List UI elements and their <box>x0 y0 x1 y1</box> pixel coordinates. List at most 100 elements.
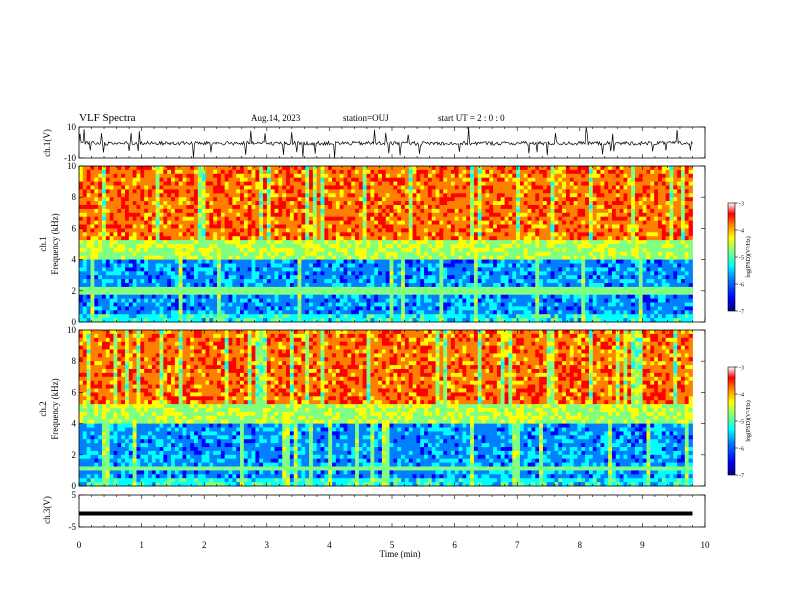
spectrogram-cell <box>86 279 91 284</box>
spectrogram-cell <box>473 318 479 323</box>
spectrogram-cell <box>121 271 126 276</box>
spectrogram-cell <box>220 216 226 221</box>
spectrogram-cell <box>370 310 375 315</box>
spectrogram-cell <box>347 205 352 210</box>
spectrogram-cell <box>374 298 379 303</box>
spectrogram-cell <box>232 240 237 245</box>
spectrogram-cell <box>163 197 168 202</box>
spectrogram-cell <box>251 228 256 233</box>
spectrogram-cell <box>351 275 356 280</box>
spectrogram-cell <box>362 251 367 257</box>
spectrogram-cell <box>427 240 433 245</box>
spectrogram-cell <box>401 318 406 323</box>
spectrogram-cell <box>132 290 137 296</box>
spectrogram-cell <box>347 166 352 171</box>
spectrogram-cell <box>335 197 341 202</box>
spectrogram-cell <box>282 224 287 229</box>
spectrogram-cell <box>186 263 191 268</box>
spectrogram-cell <box>401 286 406 292</box>
spectrogram-cell <box>381 201 387 206</box>
spectrogram-cell <box>443 236 448 241</box>
spectrogram-cell <box>389 263 394 268</box>
spectrogram-cell <box>109 173 114 179</box>
spectrogram-cell <box>174 283 180 288</box>
spectrogram-cell <box>454 275 459 280</box>
spectrogram-cell <box>481 271 486 276</box>
spectrogram-cell <box>355 169 360 175</box>
spectrogram-cell <box>109 181 114 186</box>
spectrogram-cell <box>305 189 310 194</box>
spectrogram-cell <box>174 236 180 241</box>
spectrogram-cell <box>404 232 410 237</box>
spectrogram-cell <box>355 181 360 186</box>
spectrogram-cell <box>439 271 444 276</box>
spectrogram-cell <box>519 236 525 241</box>
spectrogram-cell <box>105 306 111 311</box>
spectrogram-cell <box>140 302 145 307</box>
spectrogram-cell <box>305 310 310 315</box>
spectrogram-cell <box>531 216 536 221</box>
spectrogram-cell <box>136 290 141 296</box>
spectrogram-cell <box>489 240 494 245</box>
spectrogram-cell <box>167 290 172 296</box>
spectrogram-cell <box>343 283 348 288</box>
spectrogram-cell <box>86 208 91 214</box>
spectrogram-cell <box>489 212 494 218</box>
spectrogram-cell <box>477 244 482 249</box>
spectrogram-cell <box>263 169 268 175</box>
spectrogram-cell <box>378 283 383 288</box>
spectrogram-cell <box>519 224 525 229</box>
spectrogram-cell <box>458 205 463 210</box>
spectrogram-cell <box>328 236 333 241</box>
spectrogram-cell <box>293 263 298 268</box>
spectrogram-cell <box>125 267 130 272</box>
spectrogram-cell <box>247 302 252 307</box>
spectrogram-cell <box>209 271 214 276</box>
spectrogram-cell <box>324 318 329 323</box>
spectrogram-cell <box>477 306 482 311</box>
spectrogram-cell <box>243 318 249 323</box>
spectrogram-cell <box>113 255 118 260</box>
spectrogram-cell <box>109 314 114 319</box>
spectrogram-cell <box>535 275 540 280</box>
spectrogram-cell <box>136 173 141 179</box>
spectrogram-cell <box>140 236 145 241</box>
spectrogram-cell <box>163 306 168 311</box>
spectrogram-cell <box>335 286 341 292</box>
spectrogram-cell <box>378 306 383 311</box>
spectrogram-cell <box>473 263 479 268</box>
spectrogram-cell <box>374 212 379 218</box>
spectrogram-cell <box>516 259 521 264</box>
spectrogram-cell <box>247 259 252 264</box>
spectrogram-cell <box>289 302 295 307</box>
spectrogram-cell <box>477 185 482 190</box>
spectrogram-cell <box>155 247 160 253</box>
spectrogram-cell <box>381 286 387 292</box>
spectrogram-cell <box>205 306 210 311</box>
spectrogram-cell <box>174 216 180 221</box>
spectrogram-cell <box>358 275 364 280</box>
spectrogram-cell <box>132 169 137 175</box>
spectrogram-cell <box>86 255 91 260</box>
spectrogram-cell <box>320 220 325 225</box>
spectrogram-cell <box>316 185 321 190</box>
spectrogram-cell <box>516 205 521 210</box>
spectrogram-cell <box>489 283 494 288</box>
spectrogram-cell <box>489 228 494 233</box>
spectrogram-cell <box>435 181 440 186</box>
spectrogram-cell <box>508 240 513 245</box>
spectrogram-cell <box>366 247 371 253</box>
spectrogram-cell <box>286 263 291 268</box>
spectrogram-cell <box>535 189 540 194</box>
spectrogram-cell <box>355 212 360 218</box>
spectrogram-cell <box>86 173 91 179</box>
spectrogram-cell <box>339 193 344 198</box>
spectrogram-cell <box>523 283 528 288</box>
spectrogram-cell <box>174 169 180 175</box>
spectrogram-cell <box>412 314 417 319</box>
spectrogram-cell <box>148 228 153 233</box>
spectrogram-cell <box>205 251 210 257</box>
spectrogram-cell <box>159 275 164 280</box>
spectrogram-cell <box>462 232 467 237</box>
spectrogram-cell <box>450 224 456 229</box>
